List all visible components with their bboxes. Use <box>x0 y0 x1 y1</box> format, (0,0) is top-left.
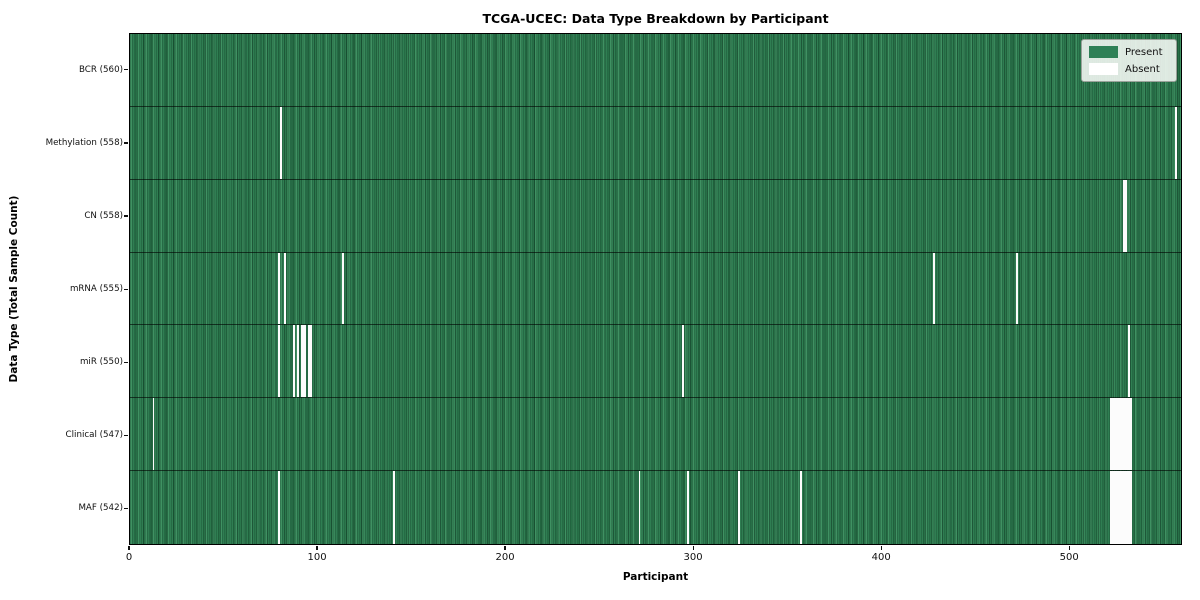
heatmap-row-methylation <box>130 106 1181 180</box>
absent-cell <box>280 106 283 179</box>
absent-cell <box>1122 398 1125 471</box>
absent-cell <box>638 471 641 544</box>
xtick-label-100: 100 <box>307 552 327 563</box>
absent-cell <box>1130 398 1133 471</box>
xtick-label-500: 500 <box>1059 552 1079 563</box>
absent-cell <box>738 471 740 544</box>
heatmap-row-bcr <box>130 34 1181 107</box>
legend-absent-label: Absent <box>1125 63 1160 75</box>
absent-cell <box>687 471 690 544</box>
absent-cell <box>1015 252 1018 325</box>
absent-cell <box>293 325 296 398</box>
absent-cell <box>1109 398 1112 471</box>
ytick-mark <box>124 215 128 217</box>
absent-cell <box>310 325 313 398</box>
absent-cell <box>1124 471 1127 544</box>
absent-cell <box>308 325 311 398</box>
ytick-label-mir: miR (550) <box>79 357 123 368</box>
xtick-label-0: 0 <box>125 552 133 563</box>
present-swatch-icon <box>1089 46 1118 58</box>
ytick-label-bcr: BCR (560) <box>78 64 123 75</box>
absent-cell <box>1120 398 1123 471</box>
ytick-label-mrna: mRNA (555) <box>69 284 123 294</box>
absent-cell <box>1119 471 1121 544</box>
absent-cell <box>342 252 344 325</box>
heatmap-row-mir <box>130 325 1181 399</box>
absent-cell <box>1115 398 1118 471</box>
xtick-mark <box>504 546 506 550</box>
absent-cell <box>933 252 936 325</box>
absent-cell <box>1175 106 1178 179</box>
ytick-mark <box>124 142 128 144</box>
absent-cell <box>1120 471 1123 544</box>
absent-cell <box>392 471 395 544</box>
absent-cell <box>1126 398 1129 471</box>
heatmap-plot-area <box>129 33 1182 545</box>
absent-cell <box>304 325 307 398</box>
legend-item-present: Present <box>1089 46 1168 58</box>
chart-title: TCGA-UCEC: Data Type Breakdown by Partic… <box>482 11 829 26</box>
absent-cell <box>278 325 281 398</box>
ytick-label-cn: CN (558) <box>84 210 123 221</box>
absent-cell <box>152 398 155 471</box>
absent-cell <box>1117 398 1120 471</box>
ytick-label-maf: MAF (542) <box>78 503 123 514</box>
xtick-mark <box>880 546 882 550</box>
heatmap-row-cn <box>130 179 1181 253</box>
absent-cell <box>800 471 802 544</box>
absent-cell <box>1111 471 1114 544</box>
xtick-label-400: 400 <box>871 552 891 563</box>
heatmap-row-clinical <box>130 398 1181 472</box>
absent-cell <box>1113 471 1116 544</box>
absent-cell <box>1122 471 1125 544</box>
absent-cell <box>302 325 305 398</box>
absent-cell <box>300 325 303 398</box>
xtick-label-200: 200 <box>495 552 515 563</box>
absent-cell <box>1128 398 1131 471</box>
absent-cell <box>1126 471 1129 544</box>
xtick-mark <box>128 546 130 550</box>
absent-cell <box>1128 471 1131 544</box>
xtick-label-300: 300 <box>683 552 703 563</box>
xtick-mark <box>692 546 694 550</box>
ytick-mark <box>124 288 128 290</box>
heatmap-row-maf <box>130 471 1181 544</box>
xtick-mark <box>316 546 318 550</box>
absent-cell <box>1117 471 1120 544</box>
absent-cell <box>1115 471 1118 544</box>
ytick-mark <box>124 361 128 363</box>
absent-cell <box>1128 325 1131 398</box>
ytick-mark <box>124 69 128 71</box>
y-axis-label: Data Type (Total Sample Count) <box>8 195 20 383</box>
absent-cell <box>1111 398 1114 471</box>
absent-cell <box>1119 398 1121 471</box>
absent-cell <box>278 471 281 544</box>
absent-cell <box>1130 471 1133 544</box>
absent-cell <box>1122 179 1125 252</box>
absent-swatch-icon <box>1089 63 1118 75</box>
absent-cell <box>278 252 281 325</box>
xtick-mark <box>1068 546 1070 550</box>
legend: Present Absent <box>1081 39 1177 82</box>
absent-cell <box>1113 398 1116 471</box>
ytick-mark <box>124 434 128 437</box>
absent-cell <box>1124 398 1127 471</box>
absent-cell <box>283 252 286 325</box>
absent-cell <box>1124 179 1127 252</box>
ytick-label-methylation: Methylation (558) <box>45 137 123 148</box>
absent-cell <box>681 325 684 398</box>
heatmap-row-mrna <box>130 252 1181 326</box>
absent-cell <box>1109 471 1112 544</box>
absent-cell <box>297 325 299 398</box>
legend-present-label: Present <box>1125 46 1163 58</box>
legend-item-absent: Absent <box>1089 63 1168 75</box>
ytick-label-clinical: Clinical (547) <box>65 430 123 441</box>
x-axis-label: Participant <box>622 571 689 583</box>
ytick-mark <box>124 507 128 510</box>
